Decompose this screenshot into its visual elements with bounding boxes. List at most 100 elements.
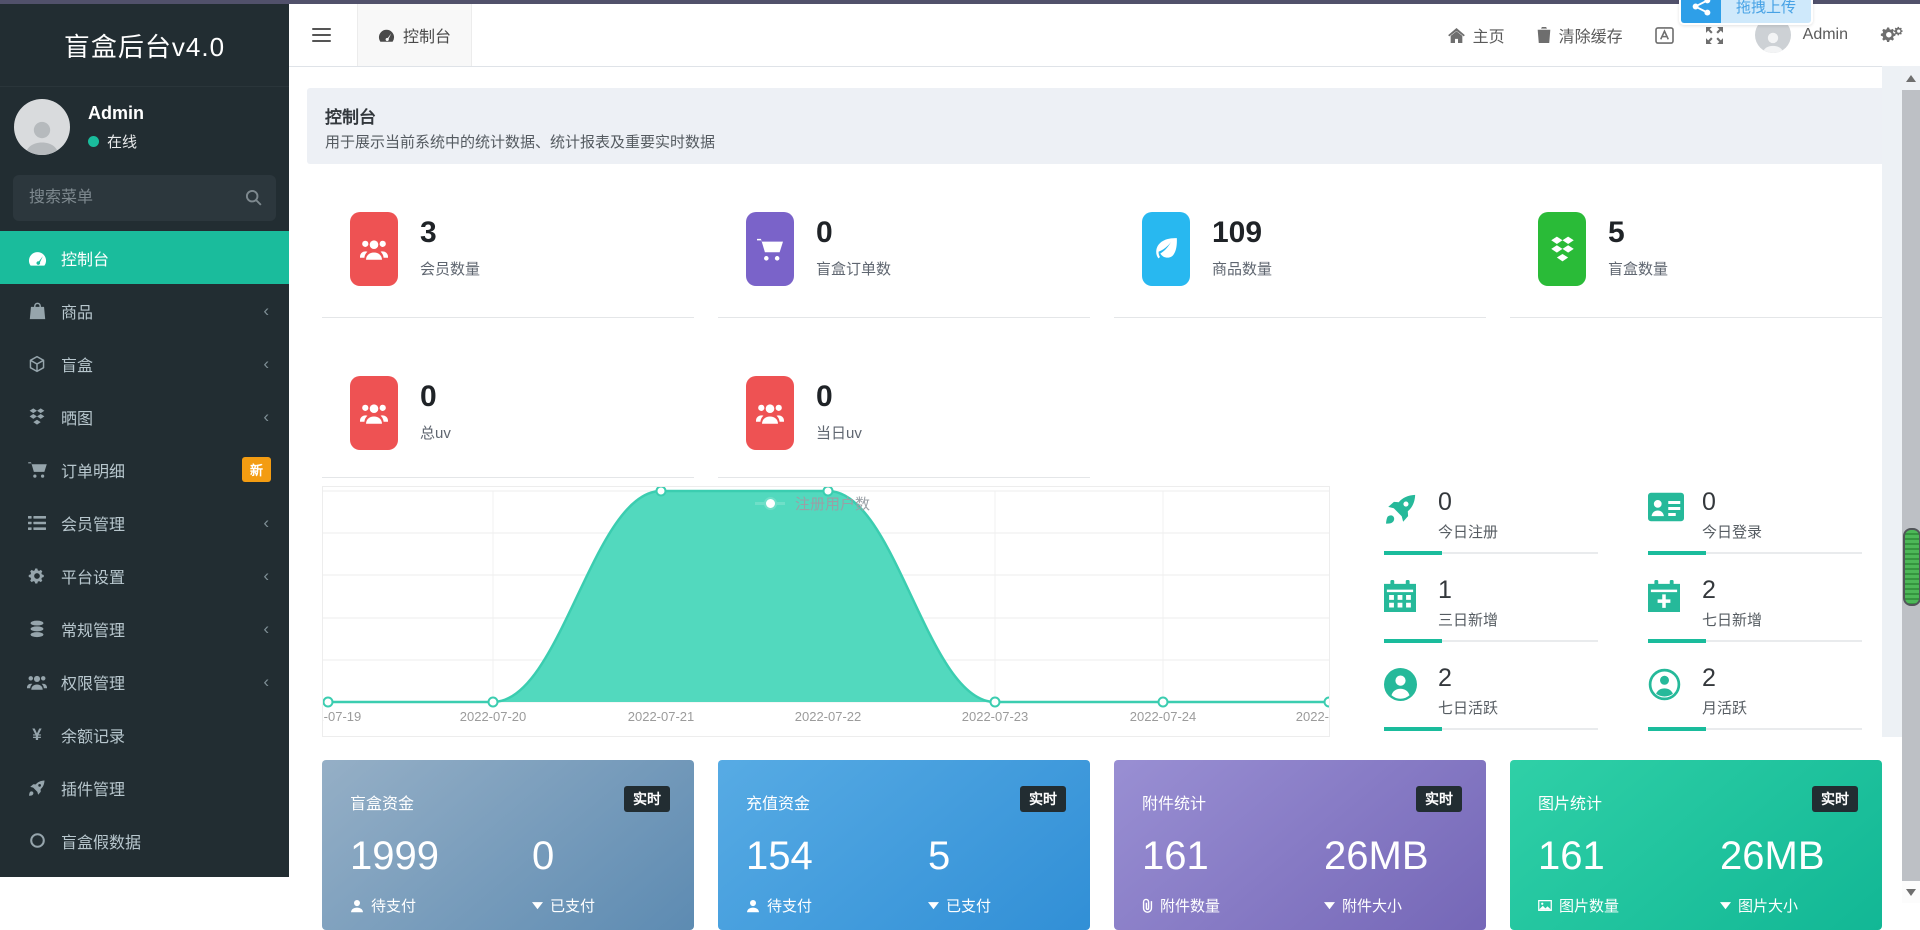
shopping-cart-icon	[26, 461, 48, 478]
share-nodes-icon	[1681, 0, 1721, 23]
sidebar-user-panel: Admin 在线	[0, 87, 289, 165]
sidebar-item-photos[interactable]: 晒图 ‹	[0, 390, 289, 443]
sidebar-item-order-details[interactable]: 订单明细 新	[0, 443, 289, 496]
home-label: 主页	[1472, 29, 1505, 46]
vertical-scrollbar	[1902, 66, 1920, 903]
stat-label: 总uv	[420, 425, 451, 442]
users-icon	[746, 375, 794, 450]
card-label-2: 已支付	[946, 898, 992, 915]
sidebar-item-label: 余额记录	[61, 728, 126, 746]
sidebar-item-label: 平台设置	[61, 569, 126, 587]
card-label-1: 待支付	[767, 898, 813, 915]
sidebar-item-general[interactable]: 常规管理 ‹	[0, 602, 289, 655]
quick-label: 今日注册	[1438, 524, 1499, 541]
sidebar-item-dashboard[interactable]: 控制台	[0, 231, 289, 284]
sidebar-item-goods[interactable]: 商品 ‹	[0, 284, 289, 337]
x-tick: 2022-07-22	[794, 709, 862, 724]
card-label-1: 附件数量	[1160, 898, 1221, 915]
language-button[interactable]	[1655, 27, 1674, 44]
quick-value: 2	[1702, 664, 1716, 692]
user-icon	[746, 899, 760, 913]
sidebar-item-online-members[interactable]: 在线会员	[0, 867, 289, 877]
quick-stat-today-registered: 0 今日注册	[1384, 488, 1598, 555]
realtime-badge: 实时	[1020, 786, 1066, 812]
summary-card-recharge-funds: 充值资金 实时 154 5 待支付 已支付	[718, 760, 1090, 930]
stat-label: 当日uv	[816, 425, 862, 442]
sidebar-item-permissions[interactable]: 权限管理 ‹	[0, 655, 289, 708]
quick-stat-7day-active: 2 七日活跃	[1384, 664, 1598, 731]
sidebar-item-blindbox[interactable]: 盲盒 ‹	[0, 337, 289, 390]
page-subtitle: 用于展示当前系统中的统计数据、统计报表及重要实时数据	[325, 134, 716, 151]
chart-legend[interactable]: 注册用户数	[755, 493, 870, 514]
sidebar-item-plugins[interactable]: 插件管理	[0, 761, 289, 814]
legend-marker-icon	[755, 497, 785, 510]
realtime-badge: 实时	[624, 786, 670, 812]
stat-card-boxes: 5 盲盒数量	[1510, 180, 1882, 318]
quick-value: 0	[1438, 488, 1452, 516]
scrollbar-track[interactable]	[1902, 90, 1920, 881]
clear-cache-link[interactable]: 清除缓存	[1537, 23, 1623, 47]
chevron-left-icon: ‹	[263, 619, 269, 638]
card-value-2: 26MB	[1720, 834, 1825, 878]
image-icon	[1538, 900, 1552, 911]
dropbox-icon	[1538, 211, 1586, 286]
drag-upload-label: 拖拽上传	[1721, 0, 1812, 23]
chevron-left-icon: ‹	[263, 354, 269, 373]
sidebar-item-members[interactable]: 会员管理 ‹	[0, 496, 289, 549]
fullscreen-button[interactable]	[1706, 27, 1723, 44]
calendar-plus-icon	[1648, 580, 1680, 612]
user-silhouette-icon	[23, 119, 61, 155]
chevron-left-icon: ‹	[263, 566, 269, 585]
chevron-left-icon: ‹	[263, 301, 269, 320]
language-icon	[1655, 27, 1674, 44]
paperclip-icon	[1142, 898, 1153, 913]
sidebar-item-balance-log[interactable]: ¥ 余额记录	[0, 708, 289, 761]
card-value-1: 1999	[350, 834, 439, 878]
top-accent-strip	[0, 0, 1920, 4]
card-title: 盲盒资金	[350, 796, 415, 813]
scrollbar-thumb[interactable]	[1903, 528, 1920, 606]
search-input[interactable]	[13, 175, 276, 221]
clear-cache-label: 清除缓存	[1558, 29, 1623, 46]
sidebar-item-fake-data[interactable]: 盲盒假数据	[0, 814, 289, 867]
x-tick: 2022-07-21	[627, 709, 695, 724]
user-circle-icon	[1384, 668, 1417, 701]
gear-icon	[26, 567, 48, 585]
quick-value: 2	[1438, 664, 1452, 692]
page-title: 控制台	[325, 108, 376, 127]
sidebar-item-platform-settings[interactable]: 平台设置 ‹	[0, 549, 289, 602]
stat-label: 盲盒数量	[1608, 261, 1669, 278]
card-label-2: 已支付	[550, 898, 596, 915]
summary-card-box-funds: 盲盒资金 实时 1999 0 待支付 已支付	[322, 760, 694, 930]
x-tick: 2022-07-24	[1129, 709, 1197, 724]
card-title: 图片统计	[1538, 796, 1603, 813]
calendar-icon	[1384, 580, 1416, 612]
tab-label: 控制台	[402, 29, 451, 46]
drag-upload-widget[interactable]: 拖拽上传	[1679, 0, 1814, 25]
x-tick: 2022-07-25	[1295, 709, 1329, 724]
page-header: 控制台 用于展示当前系统中的统计数据、统计报表及重要实时数据	[307, 88, 1888, 164]
users-icon	[26, 674, 48, 690]
home-link[interactable]: 主页	[1448, 23, 1505, 47]
leaf-icon	[1142, 211, 1190, 286]
scrollbar-down-arrow[interactable]	[1902, 881, 1920, 903]
top-navbar: 控制台 主页 清除缓存 Admin	[289, 4, 1920, 67]
scrollbar-up-arrow[interactable]	[1902, 66, 1920, 90]
quick-value: 2	[1702, 576, 1716, 604]
quick-label: 今日登录	[1702, 524, 1763, 541]
sidebar-item-label: 订单明细	[61, 463, 126, 481]
user-name: Admin	[1802, 26, 1848, 43]
quick-label: 七日活跃	[1438, 700, 1499, 717]
card-title: 附件统计	[1142, 796, 1207, 813]
search-icon[interactable]	[245, 189, 262, 206]
dropbox-icon	[26, 408, 48, 425]
sidebar-toggle-button[interactable]	[306, 18, 337, 51]
tab-dashboard[interactable]: 控制台	[357, 4, 472, 66]
stat-card-members: 3 会员数量	[322, 180, 694, 318]
settings-button[interactable]	[1880, 26, 1904, 45]
sidebar-item-label: 晒图	[61, 410, 94, 428]
online-dot-icon	[88, 135, 99, 147]
card-title: 充值资金	[746, 796, 811, 813]
quick-stat-today-login: 0 今日登录	[1648, 488, 1862, 555]
quick-label: 七日新增	[1702, 612, 1763, 629]
